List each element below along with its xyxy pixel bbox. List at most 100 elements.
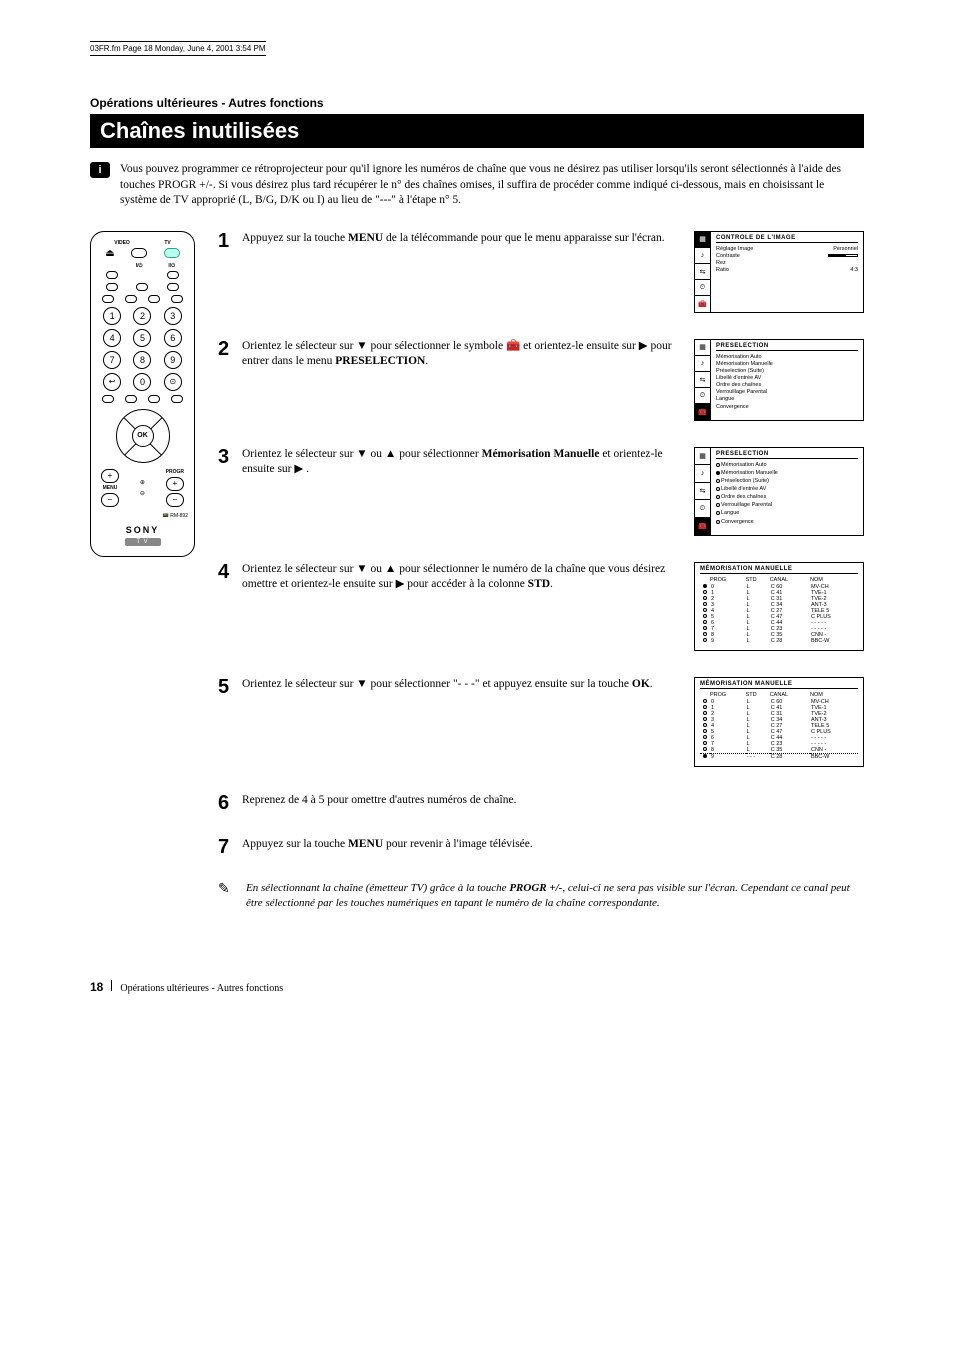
remote-misc-btn[interactable]	[167, 283, 179, 291]
osd-title: PRESELECTION	[716, 451, 769, 457]
table-row: 9- - -C 28BBC-W	[700, 753, 858, 760]
osd-title: MÉMORISATION MANUELLE	[700, 681, 792, 687]
osd-tab-icon: ♪	[695, 465, 710, 483]
osd-tab-icon: ⏲	[695, 280, 710, 296]
osd-list-item: Mémorisation Auto	[716, 354, 858, 361]
table-row: 9LC 28BBC-W	[700, 638, 858, 644]
remote-num-8[interactable]: 8	[133, 351, 151, 369]
file-header: 03FR.fm Page 18 Monday, June 4, 2001 3:5…	[90, 41, 266, 56]
osd-channel-table: PROGSTDCANALNOM0LC 60MV-CH1LC 41TVE-12LC…	[700, 692, 858, 760]
osd-screen-2: ▦ ♪ ⇆ ⏲ 🧰 PRESELECTION Mémorisation Auto…	[694, 339, 864, 421]
remote-dpad[interactable]: OK	[116, 409, 170, 463]
step-number: 6	[218, 793, 234, 813]
remote-color-btn[interactable]	[125, 395, 137, 403]
osd-list-item: Convergence	[716, 519, 858, 527]
osd-list-item: Mémorisation Auto	[716, 462, 858, 470]
osd-list-item: Langue	[716, 396, 858, 403]
osd-tab-icon: ⏲	[695, 388, 710, 404]
page-footer: 18 Opérations ultérieures - Autres fonct…	[90, 980, 864, 994]
remote-color-btn[interactable]	[171, 395, 183, 403]
osd-list-item: Mémorisation Manuelle	[716, 361, 858, 368]
osd-tab-icon: ▦	[695, 340, 710, 356]
remote-num-0[interactable]: 0	[133, 373, 151, 391]
remote-color-btn[interactable]	[102, 395, 114, 403]
step-6-text: Reprenez de 4 à 5 pour omettre d'autres …	[242, 793, 516, 813]
step-number: 7	[218, 837, 234, 857]
remote-power-sub-2: I/⏻	[168, 263, 175, 269]
step-number: 3	[218, 447, 234, 536]
step-number: 5	[218, 677, 234, 767]
note-icon: ✎	[218, 881, 236, 911]
step-3-text: Orientez le sélecteur sur ▼ ou ▲ pour sé…	[242, 447, 674, 536]
osd-list-item: Ratio4:3	[716, 267, 858, 274]
osd-tab-icon: 🧰	[695, 296, 710, 311]
remote-num-3[interactable]: 3	[164, 307, 182, 325]
remote-num-9[interactable]: 9	[164, 351, 182, 369]
osd-screen-1: ▦ ♪ ⇆ ⏲ 🧰 CONTROLE DE L'IMAGE Réglage Im…	[694, 231, 864, 313]
step-number: 4	[218, 562, 234, 651]
remote-tv-label: T V	[125, 538, 161, 546]
remote-num-4[interactable]: 4	[103, 329, 121, 347]
remote-enter-btn[interactable]: ⊙	[164, 373, 182, 391]
remote-misc-btn[interactable]	[106, 283, 118, 291]
remote-control: VIDEO TV ⏏ I/⏻ I/⏻	[90, 231, 195, 557]
osd-tab-icon: ⇆	[695, 372, 710, 388]
section-label: Opérations ultérieures - Autres fonction…	[90, 96, 864, 110]
remote-num-7[interactable]: 7	[103, 351, 121, 369]
osd-list-item: Libellé d'entrée AV	[716, 375, 858, 382]
osd-screen-5: MÉMORISATION MANUELLE PROGSTDCANALNOM0LC…	[694, 677, 864, 767]
osd-screen-4: MÉMORISATION MANUELLE PROGSTDCANALNOM0LC…	[694, 562, 864, 651]
info-icon: i	[90, 162, 110, 178]
remote-label-video: VIDEO	[114, 240, 130, 246]
remote-misc-btn[interactable]	[102, 295, 114, 303]
remote-num-6[interactable]: 6	[164, 329, 182, 347]
remote-menu-label: MENU	[103, 485, 118, 491]
remote-color-btn[interactable]	[148, 395, 160, 403]
step-1-text: Appuyez sur la touche MENU de la télécom…	[242, 231, 665, 313]
osd-tab-icon: ♪	[695, 248, 710, 264]
osd-tab-icon: 🧰	[695, 518, 710, 535]
osd-screen-3: ▦ ♪ ⇆ ⏲ 🧰 PRESELECTION Mémorisation Auto…	[694, 447, 864, 536]
osd-list-item: Verrouillage Parental	[716, 502, 858, 510]
remote-progr-up[interactable]: +	[166, 477, 184, 491]
osd-tab-icon: ▦	[695, 232, 710, 248]
remote-num-2[interactable]: 2	[133, 307, 151, 325]
osd-list-item: Préselection (Suite)	[716, 478, 858, 486]
remote-num-5[interactable]: 5	[133, 329, 151, 347]
osd-tab-icon: ▦	[695, 448, 710, 466]
osd-tab-icon: ⏲	[695, 500, 710, 518]
remote-vol-up[interactable]: +	[101, 469, 119, 483]
step-number: 2	[218, 339, 234, 421]
remote-misc-btn[interactable]	[125, 295, 137, 303]
osd-tab-icon: ⇆	[695, 483, 710, 501]
step-4-text: Orientez le sélecteur sur ▼ ou ▲ pour sé…	[242, 562, 674, 651]
remote-misc-btn[interactable]	[136, 283, 148, 291]
step-number: 1	[218, 231, 234, 313]
osd-list-item: Verrouillage Parental	[716, 389, 858, 396]
remote-vol-down[interactable]: −	[101, 493, 119, 507]
remote-misc-btn[interactable]	[106, 271, 118, 279]
osd-list-item: Convergence	[716, 404, 858, 411]
remote-power-tv[interactable]	[164, 248, 180, 258]
page-title: Chaînes inutilisées	[90, 114, 864, 148]
osd-list-item: Réglage ImagePersonnel	[716, 246, 858, 253]
remote-power-video[interactable]	[131, 248, 147, 258]
remote-power-sub-1: I/⏻	[136, 263, 143, 269]
remote-misc-btn[interactable]	[148, 295, 160, 303]
osd-list-item: Préselection (Suite)	[716, 368, 858, 375]
remote-progr-down[interactable]: −	[166, 493, 184, 507]
remote-ok-button[interactable]: OK	[132, 425, 154, 447]
osd-list-item: Langue	[716, 510, 858, 518]
remote-back-btn[interactable]: ↩	[103, 373, 121, 391]
remote-misc-btn[interactable]	[167, 271, 179, 279]
remote-num-1[interactable]: 1	[103, 307, 121, 325]
remote-misc-btn[interactable]	[171, 295, 183, 303]
osd-title: MÉMORISATION MANUELLE	[700, 566, 792, 572]
page-number: 18	[90, 980, 103, 994]
step-7-text: Appuyez sur la touche MENU pour revenir …	[242, 837, 533, 857]
osd-title: PRESELECTION	[716, 343, 769, 349]
osd-channel-table: PROGSTDCANALNOM0LC 60MV-CH1LC 41TVE-12LC…	[700, 577, 858, 644]
remote-progr-label: PROGR	[166, 469, 184, 475]
osd-list-item: Rez	[716, 260, 858, 267]
remote-model: RM-892	[170, 513, 188, 519]
